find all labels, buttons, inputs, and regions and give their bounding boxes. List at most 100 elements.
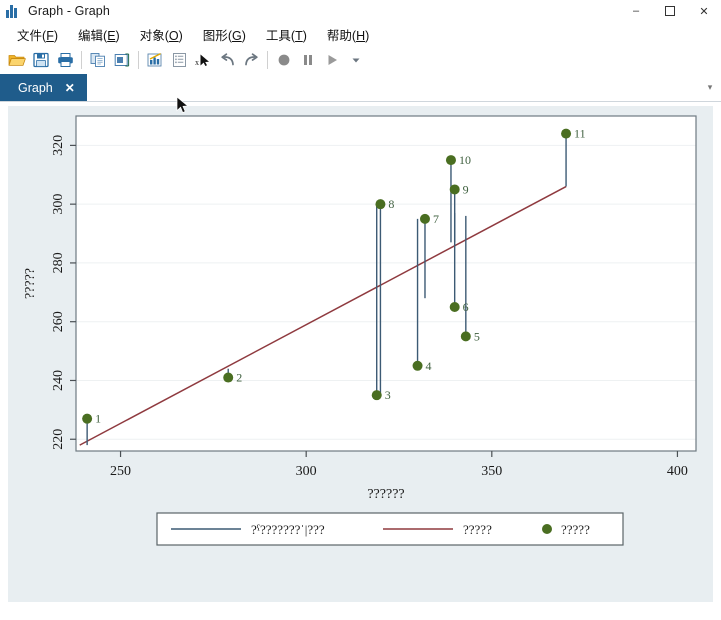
close-button[interactable]: ✕ [699, 5, 709, 18]
record-button[interactable] [272, 48, 296, 72]
data-point-label: 2 [236, 371, 242, 385]
tick-label-x: 400 [667, 464, 688, 479]
maximize-button[interactable] [653, 0, 687, 22]
menu-label-tools: 工具 [265, 28, 291, 43]
insert-text-icon: x [195, 54, 209, 67]
minimize-button[interactable]: – [632, 5, 640, 17]
data-point[interactable] [375, 199, 386, 210]
legend-label: ????? [561, 522, 590, 537]
data-point[interactable] [419, 213, 430, 224]
toolbar-separator-1 [81, 51, 82, 69]
insert-table-button[interactable] [167, 48, 191, 72]
plot-background [76, 116, 696, 451]
data-point-label: 9 [463, 182, 469, 196]
data-point-label: 6 [463, 300, 469, 314]
data-point-label: 1 [95, 412, 101, 426]
tab-close-icon[interactable]: ✕ [64, 80, 75, 95]
menu-accel-help: H [356, 28, 366, 43]
insert-chart-icon [147, 52, 162, 67]
play-button[interactable] [320, 48, 344, 72]
menu-item-tools[interactable]: 工具(T) [265, 28, 307, 43]
menu-item-graph[interactable]: 图形(G) [202, 28, 246, 43]
copy-button[interactable] [86, 48, 110, 72]
tab-strip-spacer [87, 74, 699, 101]
tick-label-y: 240 [51, 370, 66, 391]
graph-canvas[interactable]: c????C???_? 220240260280300320?????25030… [8, 106, 713, 602]
tab-overflow-icon[interactable]: ▾ [707, 82, 713, 92]
tab-graph[interactable]: Graph ✕ [0, 74, 87, 101]
paste-object-button[interactable] [110, 48, 134, 72]
print-button[interactable] [53, 48, 77, 72]
menu-accel-tools: T [295, 28, 303, 43]
tab-graph-label: Graph [18, 80, 53, 95]
x-axis-title: ?????? [367, 487, 404, 502]
toolbar-overflow-button[interactable] [344, 48, 368, 72]
data-point-label: 4 [426, 359, 432, 373]
legend-label: ????? [463, 522, 492, 537]
data-point-label: 10 [459, 153, 471, 167]
svg-text:x: x [195, 58, 199, 67]
plot-frame [75, 115, 697, 452]
maximize-icon [665, 6, 675, 16]
tick-label-x: 350 [481, 464, 502, 479]
tick-label-x: 300 [296, 464, 317, 479]
data-point[interactable] [371, 390, 382, 401]
insert-text-button[interactable]: x [191, 48, 215, 72]
menu-item-edit[interactable]: 编辑(E) [78, 28, 120, 43]
data-point-label: 5 [474, 329, 480, 343]
window-controls: – ✕ [619, 0, 721, 22]
title-bar: Graph - Graph – ✕ [0, 0, 721, 22]
tick-label-y: 320 [51, 135, 66, 156]
insert-table-icon [172, 53, 186, 67]
tick-label-x: 250 [110, 464, 131, 479]
data-point[interactable] [412, 360, 423, 371]
menu-item-object[interactable]: 对象(O) [139, 28, 183, 43]
menu-item-file[interactable]: 文件(F) [17, 28, 58, 43]
fit-line [79, 185, 567, 446]
status-bar [0, 608, 721, 620]
y-axis-title: ????? [23, 268, 38, 299]
dropdown-caret-icon [352, 58, 360, 63]
legend-label: ?ˤ???????ˈ|??? [251, 522, 325, 537]
scatter-plot[interactable]: 220 240 260 280 300 320????? 250 300 350 400?????… [8, 106, 713, 592]
open-folder-button[interactable] [5, 48, 29, 72]
menu-label-file: 文件 [17, 28, 43, 43]
undo-button[interactable] [215, 48, 239, 72]
data-point[interactable] [561, 128, 572, 139]
data-point-label: 8 [388, 197, 394, 211]
data-point[interactable] [82, 413, 93, 424]
menu-accel-file: F [46, 28, 54, 43]
data-point[interactable] [223, 372, 234, 383]
insert-chart-button[interactable] [143, 48, 167, 72]
redo-button[interactable] [239, 48, 263, 72]
toolbar-separator-2 [138, 51, 139, 69]
data-point[interactable] [449, 184, 460, 195]
save-icon [33, 52, 49, 68]
menu-label-edit: 编辑 [78, 28, 104, 43]
menu-item-help[interactable]: 帮助(H) [326, 28, 370, 43]
bar-chart-icon [6, 4, 20, 18]
toolbar-separator-3 [267, 51, 268, 69]
data-point[interactable] [445, 155, 456, 166]
tab-strip: Graph ✕ ▾ [0, 74, 721, 102]
window-title: Graph - Graph [28, 4, 110, 18]
menu-label-graph: 图形 [202, 28, 228, 43]
tick-label-y: 300 [51, 194, 66, 215]
legend-swatch-marker [542, 524, 552, 534]
save-button[interactable] [29, 48, 53, 72]
menu-accel-object: O [168, 28, 179, 43]
pause-button[interactable] [296, 48, 320, 72]
tool-bar: x [0, 46, 721, 114]
tick-label-y: 260 [51, 311, 66, 332]
play-icon [328, 55, 337, 65]
print-icon [57, 53, 73, 67]
tick-label-y: 220 [51, 429, 66, 450]
menu-label-object: 对象 [139, 28, 165, 43]
menu-accel-graph: G [231, 28, 242, 43]
data-point[interactable] [449, 302, 460, 313]
menu-accel-edit: E [107, 28, 116, 43]
menu-label-help: 帮助 [326, 28, 352, 43]
paste-object-icon [114, 53, 129, 67]
data-point[interactable] [460, 331, 471, 342]
